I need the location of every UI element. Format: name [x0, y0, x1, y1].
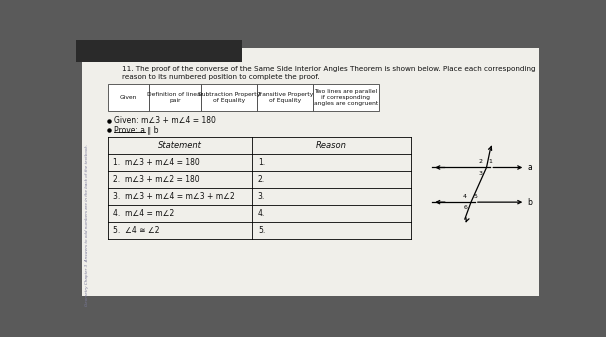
Text: 5.  ∠4 ≅ ∠2: 5. ∠4 ≅ ∠2 — [113, 226, 159, 235]
FancyBboxPatch shape — [313, 84, 379, 111]
Text: reason to its numbered position to complete the proof.: reason to its numbered position to compl… — [122, 73, 320, 80]
Text: Definition of linear
pair: Definition of linear pair — [147, 92, 203, 103]
Text: b: b — [528, 197, 533, 207]
Text: 2.: 2. — [258, 175, 265, 184]
Text: 4.  m∠4 = m∠2: 4. m∠4 = m∠2 — [113, 209, 174, 218]
FancyBboxPatch shape — [82, 48, 539, 296]
Text: 1.: 1. — [258, 158, 265, 167]
FancyBboxPatch shape — [201, 84, 257, 111]
Text: Prove: a ∥ b: Prove: a ∥ b — [114, 125, 158, 134]
Text: Reason: Reason — [316, 142, 347, 150]
Text: 11. The proof of the converse of the Same Side Interior Angles Theorem is shown : 11. The proof of the converse of the Sam… — [122, 66, 536, 72]
Text: 1: 1 — [489, 159, 493, 164]
Text: Subtraction Property
of Equality: Subtraction Property of Equality — [198, 92, 260, 103]
Text: Given: Given — [120, 95, 137, 100]
Text: 5.: 5. — [258, 226, 265, 235]
Text: a: a — [528, 163, 532, 172]
Text: Transitive Property
of Equality: Transitive Property of Equality — [257, 92, 313, 103]
Text: Statement: Statement — [158, 142, 202, 150]
Text: 6: 6 — [463, 205, 467, 210]
Text: 3.  m∠3 + m∠4 = m∠3 + m∠2: 3. m∠3 + m∠4 = m∠3 + m∠2 — [113, 192, 235, 201]
FancyBboxPatch shape — [76, 40, 242, 62]
Text: 2: 2 — [479, 159, 482, 164]
Text: Geometry Chapter 3  Answers to odd numbers are in the back of the textbook.: Geometry Chapter 3 Answers to odd number… — [85, 144, 88, 306]
Text: 4.: 4. — [258, 209, 265, 218]
Text: 3.: 3. — [258, 192, 265, 201]
Text: 5: 5 — [473, 194, 477, 199]
Text: 2.  m∠3 + m∠2 = 180: 2. m∠3 + m∠2 = 180 — [113, 175, 199, 184]
Text: Two lines are parallel
if corresponding
angles are congruent: Two lines are parallel if corresponding … — [314, 89, 378, 106]
FancyBboxPatch shape — [148, 84, 201, 111]
Text: 3: 3 — [479, 171, 482, 176]
Text: 4: 4 — [463, 194, 467, 199]
FancyBboxPatch shape — [108, 84, 148, 111]
FancyBboxPatch shape — [257, 84, 313, 111]
Text: 1.  m∠3 + m∠4 = 180: 1. m∠3 + m∠4 = 180 — [113, 158, 200, 167]
Text: Given: m∠3 + m∠4 = 180: Given: m∠3 + m∠4 = 180 — [114, 116, 216, 125]
